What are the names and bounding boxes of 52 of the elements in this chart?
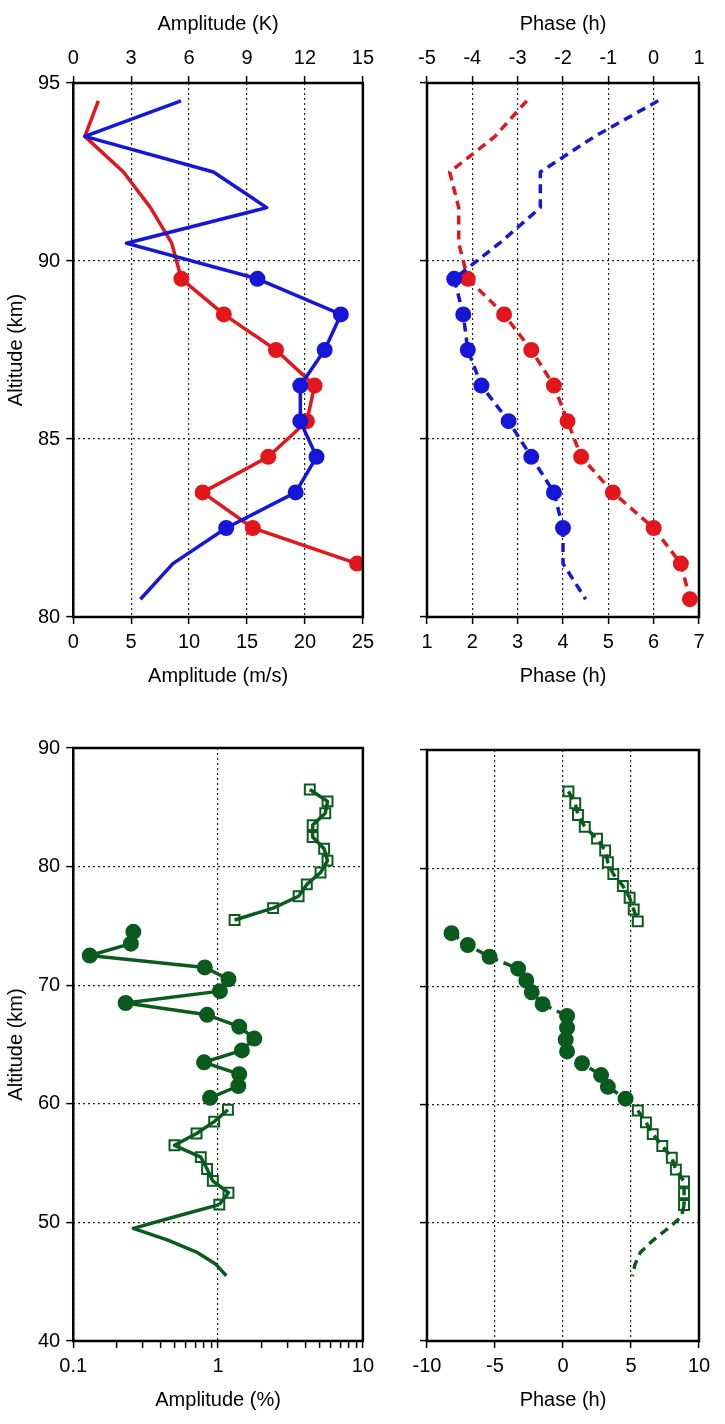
x-tick-label: 6 [648, 629, 660, 652]
x-tick-label: 20 [293, 629, 317, 652]
x-tick-label: 4 [557, 629, 569, 652]
y-axis-title: Altitude (km) [3, 293, 26, 407]
y-tick-label: 70 [38, 972, 61, 995]
y-tick-label: 60 [38, 1091, 61, 1114]
y-tick-label: 50 [38, 1209, 61, 1232]
x-tick-label: 10 [687, 1353, 711, 1376]
y-tick-label: 85 [38, 426, 61, 449]
x2-tick-label: 1 [693, 45, 705, 68]
x-axis-title: Phase (h) [519, 663, 607, 686]
x2-tick-label: 0 [67, 45, 79, 68]
y-axis-title: Altitude (km) [3, 988, 26, 1101]
x-tick-label: 1 [212, 1353, 224, 1376]
x-tick-label: 25 [351, 629, 374, 652]
x2-tick-label: 6 [183, 45, 195, 68]
x-tick-label: -5 [486, 1353, 504, 1376]
x-tick-label: 10 [177, 629, 201, 652]
x-tick-label: 3 [512, 629, 524, 652]
x2-tick-label: 12 [293, 45, 317, 68]
x2-tick-label: 0 [648, 45, 660, 68]
x-tick-label: 7 [693, 629, 705, 652]
x2-tick-label: 3 [125, 45, 137, 68]
x-axis-title: Amplitude (%) [155, 1387, 281, 1410]
y-tick-label: 80 [38, 854, 61, 877]
y-tick-label: 40 [38, 1328, 61, 1351]
x-tick-label: 15 [235, 629, 259, 652]
x-tick-label: 5 [125, 629, 137, 652]
y-tick-label: 95 [38, 70, 61, 93]
x-axis-title: Amplitude (m/s) [148, 663, 289, 686]
x2-tick-label: -3 [508, 45, 527, 68]
x2-axis-title: Phase (h) [519, 11, 607, 34]
x-tick-label: 0.1 [59, 1353, 88, 1376]
x-tick-label: -10 [412, 1353, 442, 1376]
x2-tick-label: -4 [463, 45, 482, 68]
x2-tick-label: -5 [418, 45, 436, 68]
x2-tick-label: -2 [554, 45, 572, 68]
x2-axis-title: Amplitude (K) [157, 11, 279, 34]
x2-tick-label: -1 [599, 45, 618, 68]
x-tick-label: 5 [625, 1353, 637, 1376]
y-tick-label: 90 [38, 735, 61, 758]
y-tick-label: 90 [38, 248, 61, 271]
x-tick-label: 5 [602, 629, 614, 652]
x-tick-label: 1 [421, 629, 433, 652]
x2-tick-label: 15 [351, 45, 374, 68]
y-tick-label: 80 [38, 604, 61, 627]
x-tick-label: 0 [557, 1353, 569, 1376]
x-axis-title: Phase (h) [519, 1387, 607, 1410]
x2-tick-label: 9 [241, 45, 253, 68]
x-tick-label: 10 [351, 1353, 374, 1376]
x-tick-label: 2 [466, 629, 478, 652]
x-tick-label: 0 [67, 629, 79, 652]
